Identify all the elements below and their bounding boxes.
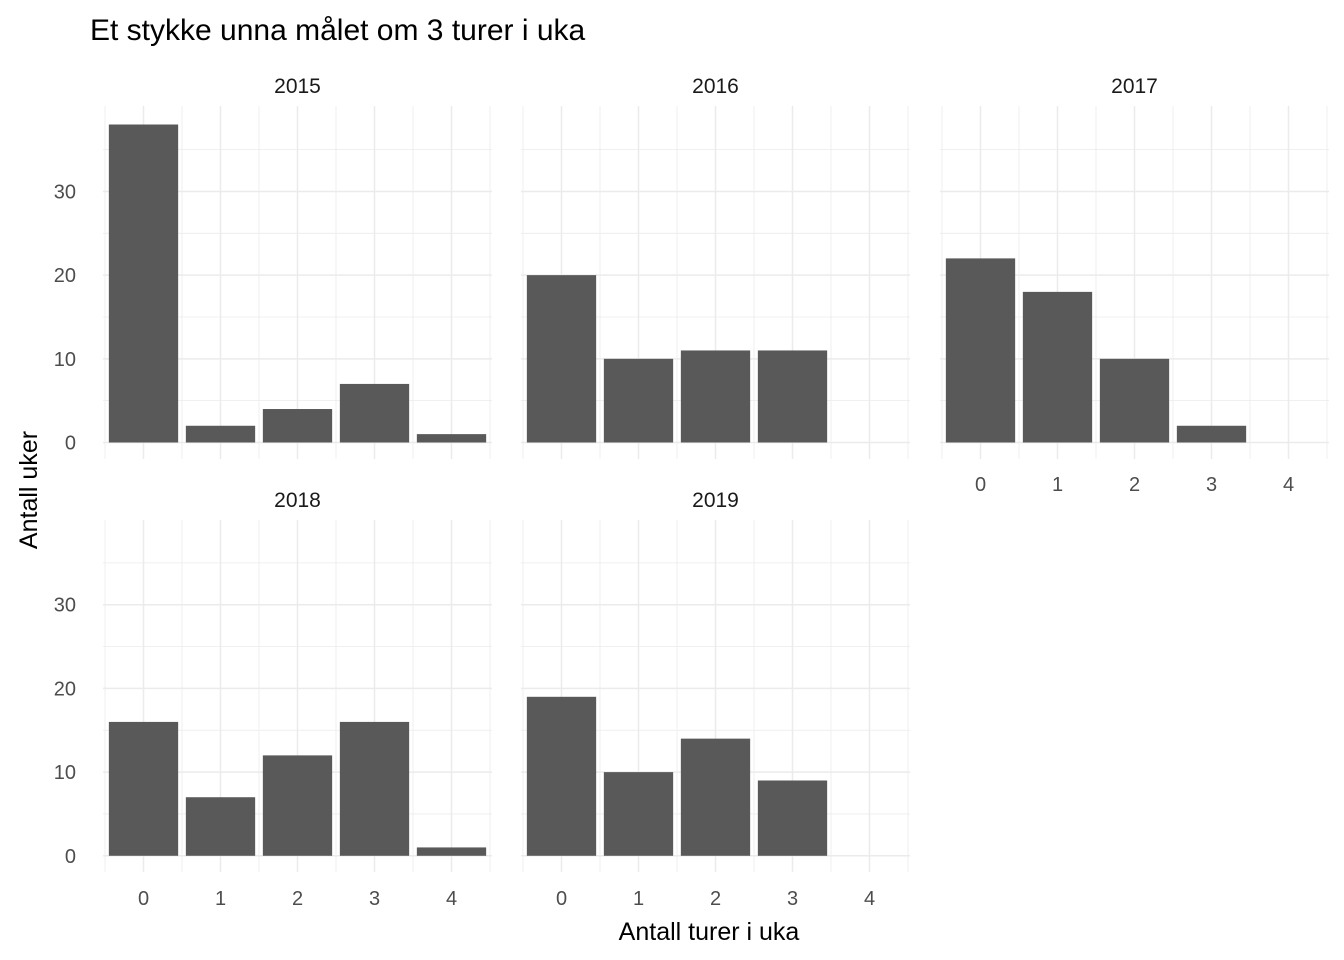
x-tick-label: 0: [138, 888, 149, 910]
y-tick-label: 0: [65, 846, 76, 868]
bar: [416, 847, 487, 856]
x-tick-label: 3: [787, 888, 798, 910]
bar: [757, 780, 828, 856]
bar: [108, 124, 179, 443]
bar: [680, 350, 751, 443]
x-tick-label: 4: [1283, 474, 1294, 496]
x-tick-label: 4: [446, 888, 457, 910]
x-tick-label: 1: [633, 888, 644, 910]
y-tick-label: 30: [54, 595, 76, 617]
x-tick-label: 4: [864, 888, 875, 910]
bar: [262, 755, 333, 856]
bar: [339, 721, 410, 856]
facet-label: 2018: [274, 489, 321, 512]
bar: [603, 772, 674, 856]
x-tick-label: 3: [369, 888, 380, 910]
bar: [1022, 291, 1093, 443]
y-tick-label: 10: [54, 349, 76, 371]
bar: [108, 721, 179, 856]
bar: [945, 258, 1016, 443]
bar: [1176, 425, 1247, 443]
bar: [526, 696, 597, 856]
bar: [680, 738, 751, 856]
bar: [603, 358, 674, 443]
x-tick-label: 1: [215, 888, 226, 910]
facet-label: 2015: [274, 75, 321, 98]
y-axis-title: Antall uker: [15, 431, 43, 549]
y-tick-label: 30: [54, 181, 76, 203]
x-tick-label: 1: [1052, 474, 1063, 496]
facet-label: 2016: [692, 75, 739, 98]
x-tick-label: 3: [1206, 474, 1217, 496]
bar: [757, 350, 828, 443]
panel-2017: 2017 0 1 2 3 4: [940, 75, 1329, 496]
y-tick-label: 20: [54, 678, 76, 700]
bar: [339, 383, 410, 443]
bar: [1099, 358, 1170, 443]
panel-2015: 2015 0 10 20 30: [54, 75, 492, 459]
facet-label: 2017: [1111, 75, 1158, 98]
x-axis-title: Antall turer i uka: [619, 918, 800, 946]
y-tick-label: 10: [54, 762, 76, 784]
x-tick-label: 2: [1129, 474, 1140, 496]
x-tick-label: 2: [292, 888, 303, 910]
panel-2016: 2016: [521, 75, 910, 459]
panel-2018: 2018 0 10 20 30 0 1 2 3 4: [54, 489, 492, 910]
y-tick-label: 0: [65, 433, 76, 455]
bar: [416, 434, 487, 443]
bar: [185, 797, 256, 856]
x-tick-label: 0: [556, 888, 567, 910]
y-tick-label: 20: [54, 265, 76, 287]
panel-2019: 2019 0 1 2 3 4: [521, 489, 910, 910]
x-tick-label: 2: [710, 888, 721, 910]
chart-title: Et stykke unna målet om 3 turer i uka: [90, 14, 586, 47]
x-tick-label: 0: [975, 474, 986, 496]
bar: [262, 409, 333, 443]
bar: [526, 275, 597, 443]
facet-label: 2019: [692, 489, 739, 512]
bar: [185, 425, 256, 443]
